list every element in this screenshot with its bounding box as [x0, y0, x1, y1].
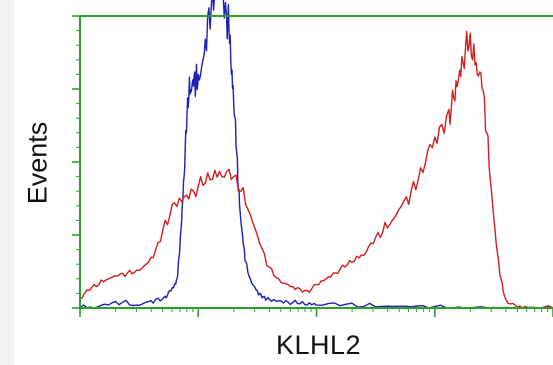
left-margin-strip	[0, 0, 14, 365]
plot-area	[80, 16, 553, 308]
x-axis-label-text: KLHL2	[275, 330, 362, 360]
x-axis-label: KLHL2	[0, 330, 553, 361]
y-axis-label: Events	[22, 121, 53, 205]
histogram-series-2	[79, 30, 553, 309]
histogram-series-1	[79, 0, 553, 309]
